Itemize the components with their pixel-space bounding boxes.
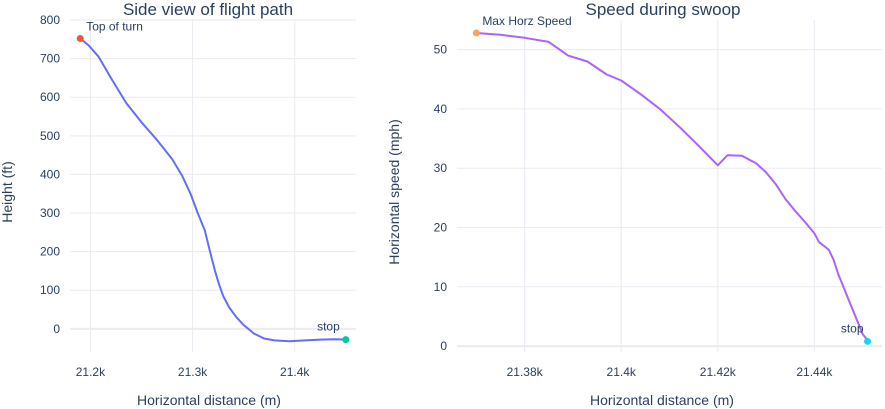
speed-annotation-max-horz-speed: Max Horz Speed xyxy=(482,14,571,28)
flight-path-chart: Side view of flight path 21.2k 21.3k 21.4k… xyxy=(0,0,356,408)
flight-path-x-tick-label: 21.2k xyxy=(76,365,106,379)
flight-path-x-tick-label: 21.3k xyxy=(178,365,208,379)
speed-y-tick-label: 20 xyxy=(434,221,448,235)
speed-y-tick-label: 40 xyxy=(434,102,448,116)
speed-annotation-stop: stop xyxy=(841,321,864,335)
speed-series-line xyxy=(475,32,869,342)
flight-path-y-tick-label: 300 xyxy=(40,206,60,220)
speed-series xyxy=(475,32,869,342)
speed-y-tick-label: 10 xyxy=(434,280,448,294)
flight-path-marker-top-of-turn[interactable] xyxy=(76,35,84,43)
flight-path-y-tick-label: 0 xyxy=(53,322,60,336)
speed-chart: Speed during swoop 21.38k 21.4k 21.42k 21.4… xyxy=(386,0,882,408)
speed-x-tick-label: 21.42k xyxy=(700,365,737,379)
flight-path-x-axis-title: Horizontal distance (m) xyxy=(137,392,281,408)
speed-title: Speed during swoop xyxy=(585,0,740,19)
speed-y-tick-label: 30 xyxy=(434,161,448,175)
speed-y-axis-title: Horizontal speed (mph) xyxy=(386,119,402,265)
flight-path-grid xyxy=(70,19,356,352)
speed-x-ticks: 21.38k 21.4k 21.42k 21.44k xyxy=(507,365,834,379)
speed-x-tick-label: 21.38k xyxy=(507,365,544,379)
speed-y-tick-label: 50 xyxy=(434,43,448,57)
flight-path-y-axis-title: Height (ft) xyxy=(0,161,15,222)
speed-grid xyxy=(457,20,882,352)
flight-path-series xyxy=(79,37,347,343)
flight-path-x-ticks: 21.2k 21.3k 21.4k xyxy=(76,365,311,379)
flight-path-y-tick-label: 500 xyxy=(40,129,60,143)
speed-x-tick-label: 21.4k xyxy=(607,365,637,379)
flight-path-title: Side view of flight path xyxy=(123,0,293,19)
flight-path-series-line xyxy=(79,37,347,343)
flight-path-y-tick-label: 200 xyxy=(40,245,60,259)
speed-markers: Max Horz Speed stop xyxy=(472,14,872,345)
flight-path-annotation-top-of-turn: Top of turn xyxy=(86,20,143,34)
flight-path-y-ticks: 0 100 200 300 400 500 600 700 800 xyxy=(40,13,60,336)
flight-path-y-tick-label: 800 xyxy=(40,13,60,27)
flight-path-y-tick-label: 100 xyxy=(40,283,60,297)
flight-path-markers: Top of turn stop xyxy=(76,20,350,344)
flight-path-annotation-stop: stop xyxy=(317,320,340,334)
speed-x-tick-label: 21.44k xyxy=(796,365,833,379)
speed-y-ticks: 0 10 20 30 40 50 xyxy=(434,43,448,353)
flight-path-marker-stop[interactable] xyxy=(342,336,350,344)
flight-path-y-tick-label: 600 xyxy=(40,90,60,104)
speed-marker-max-horz-speed[interactable] xyxy=(472,29,480,37)
speed-x-axis-title: Horizontal distance (m) xyxy=(590,392,734,408)
flight-path-y-tick-label: 700 xyxy=(40,52,60,66)
flight-path-y-tick-label: 400 xyxy=(40,167,60,181)
flight-path-x-tick-label: 21.4k xyxy=(280,365,310,379)
speed-marker-stop[interactable] xyxy=(864,337,872,345)
speed-y-tick-label: 0 xyxy=(440,339,447,353)
